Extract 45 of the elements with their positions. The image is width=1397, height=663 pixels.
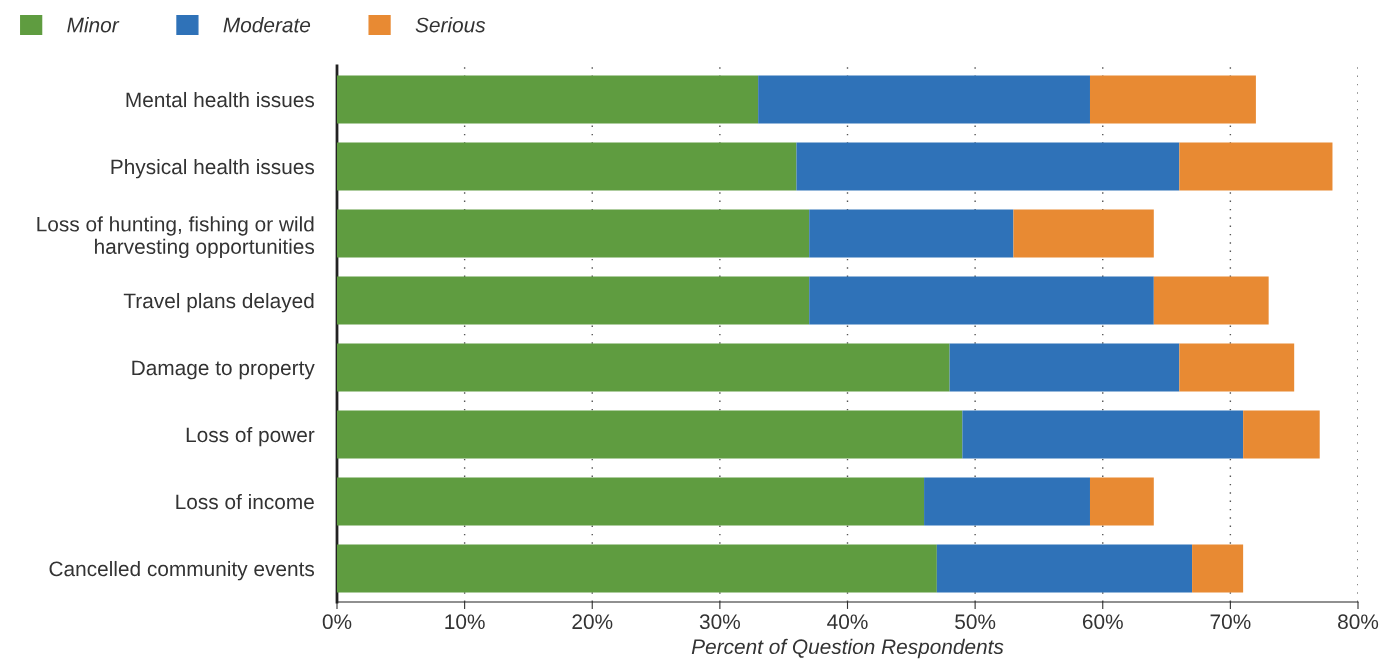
bar — [962, 410, 1244, 459]
bar — [337, 276, 810, 325]
bar — [809, 276, 1154, 325]
bar — [337, 544, 937, 593]
y-tick-label: Loss of hunting, fishing or wild harvesting opportunities — [37, 216, 315, 259]
x-tick-label: 20% — [572, 614, 613, 630]
bar — [337, 410, 963, 459]
bar — [1179, 142, 1333, 191]
x-tick-label: 0% — [322, 614, 352, 630]
bar — [809, 209, 1014, 258]
x-tick-label: 40% — [827, 614, 868, 630]
x-tick-label: 80% — [1338, 614, 1379, 630]
bar — [1179, 343, 1295, 392]
y-tick-label: Loss of income — [176, 493, 314, 510]
bar — [337, 142, 797, 191]
x-tick-label: 10% — [445, 614, 485, 630]
x-tick-label: 60% — [1082, 614, 1123, 630]
bar — [1089, 477, 1154, 526]
bar — [796, 142, 1180, 191]
bar — [1153, 276, 1269, 325]
bar — [337, 75, 759, 124]
x-tick-label: 70% — [1210, 614, 1251, 630]
y-tick-label: Loss of power — [186, 426, 315, 447]
bar — [1243, 410, 1320, 459]
bar — [924, 477, 1090, 526]
bar — [949, 343, 1180, 392]
y-tick-label: Travel plans delayed — [123, 292, 314, 313]
bar — [337, 343, 950, 392]
legend-label: Moderate — [223, 17, 311, 33]
bar — [936, 544, 1193, 593]
bar — [1089, 75, 1256, 124]
x-tick-label: 50% — [955, 614, 996, 630]
legend-label: Minor — [67, 17, 120, 33]
y-tick-label: Mental health issues — [126, 91, 315, 108]
x-tick-label: 30% — [699, 614, 740, 630]
bar — [337, 209, 810, 258]
bar — [1192, 544, 1244, 593]
legend-label: Serious — [415, 17, 486, 33]
bar — [758, 75, 1090, 124]
y-tick-label: Physical health issues — [111, 158, 315, 179]
x-axis-title: Percent of Question Respondents — [691, 638, 1004, 659]
y-tick-label: Damage to property — [132, 360, 315, 380]
bar — [337, 477, 925, 526]
bar — [1013, 209, 1154, 258]
y-tick-label: Cancelled community events — [49, 560, 315, 581]
